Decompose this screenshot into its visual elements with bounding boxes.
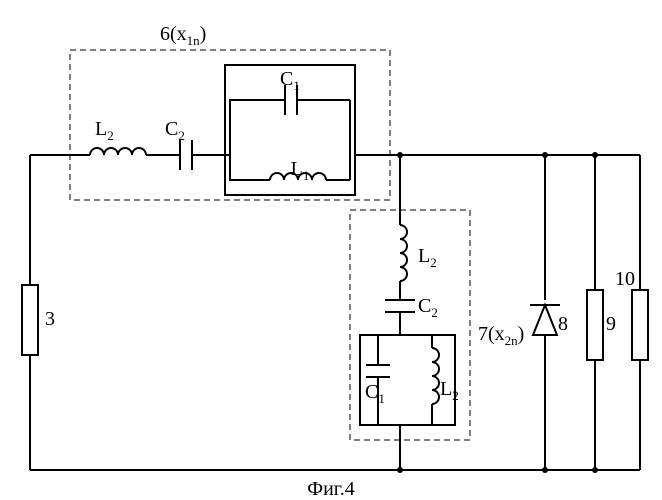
node: [397, 467, 403, 473]
inductor-L2b: [400, 225, 407, 281]
resistor-9: [587, 290, 603, 360]
label-R9: 9: [606, 313, 616, 335]
label-C2b: C2: [418, 295, 438, 320]
node: [542, 467, 548, 473]
figure-label: Фиг.4: [307, 478, 354, 500]
diode-8-tri: [533, 305, 557, 335]
node: [592, 467, 598, 473]
node: [592, 152, 598, 158]
label-R10: 10: [615, 268, 635, 290]
label-C2a: C2: [165, 118, 185, 143]
label-L2a: L2: [95, 118, 114, 143]
label-C1b: C1: [365, 381, 385, 406]
resistor-10: [632, 290, 648, 360]
block-6-label: 6(x1n): [160, 23, 206, 48]
inductor-L2a: [90, 148, 146, 155]
block-7: [350, 210, 470, 440]
label-D8: 8: [558, 313, 568, 335]
wire: [230, 100, 260, 155]
label-L1: L1: [291, 158, 310, 183]
label-L2b: L2: [418, 245, 437, 270]
resistor-3: [22, 285, 38, 355]
label-R3: 3: [45, 308, 55, 330]
circuit-diagram: 6(x1n) L2 C2 C1 L1 7(x2n): [0, 0, 662, 500]
node: [542, 152, 548, 158]
block-7-label: 7(x2n): [478, 323, 524, 348]
wire: [230, 155, 260, 180]
inductor-L2c: [432, 348, 439, 404]
